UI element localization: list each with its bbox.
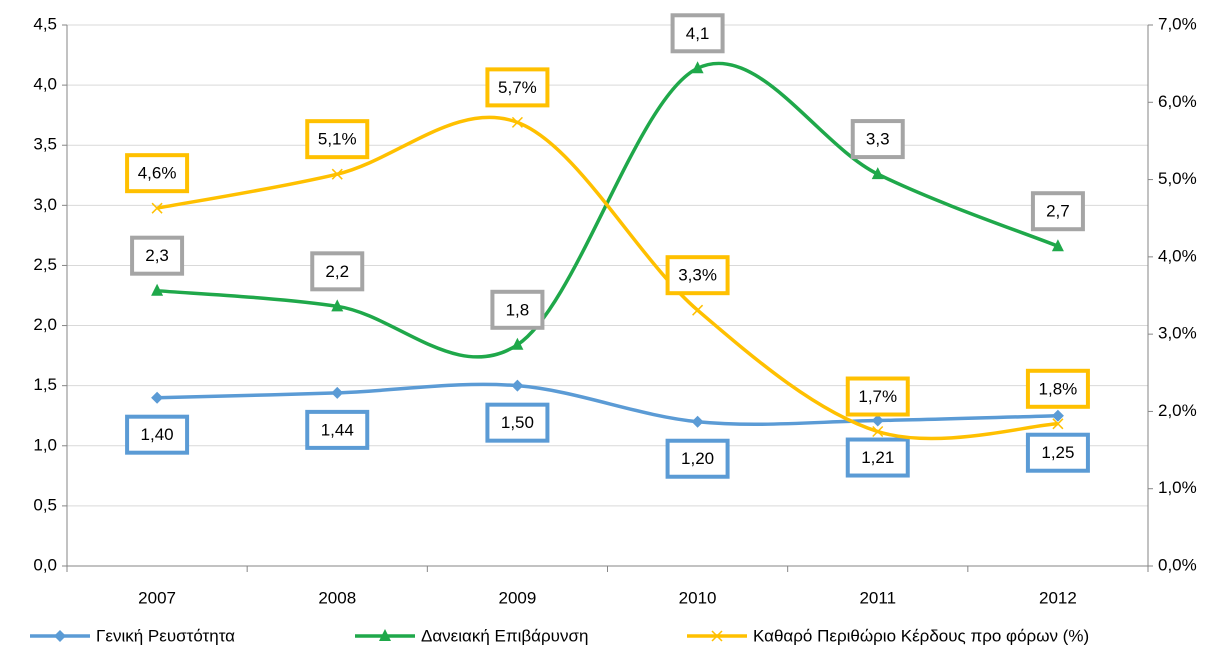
data-label: 1,40 (141, 425, 174, 444)
y2-tick-label: 0,0% (1158, 555, 1197, 574)
data-label: 4,1 (686, 24, 710, 43)
marker (692, 304, 704, 316)
marker (151, 202, 163, 214)
marker (1052, 418, 1064, 430)
data-label: 5,7% (498, 78, 537, 97)
y-tick-label: 0,0 (33, 555, 57, 574)
data-label: 4,6% (138, 164, 177, 183)
marker (691, 415, 704, 428)
data-label: 3,3% (678, 266, 717, 285)
data-label: 2,2 (325, 262, 349, 281)
data-label: 1,25 (1041, 443, 1074, 462)
y-tick-label: 4,0 (33, 75, 57, 94)
marker (1051, 409, 1064, 422)
data-label-box (305, 409, 370, 450)
data-label: 2,7 (1046, 202, 1070, 221)
legend-label: Δανειακή Επιβάρυνση (421, 626, 588, 645)
data-label: 2,3 (145, 246, 169, 265)
x-tick-label: 2008 (318, 588, 356, 607)
marker (511, 379, 524, 392)
series-line (156, 61, 1059, 359)
y-tick-label: 3,5 (33, 135, 57, 154)
data-label-box (1030, 191, 1085, 232)
data-label: 1,8 (506, 300, 530, 319)
marker (331, 299, 344, 312)
marker (54, 630, 66, 642)
marker (511, 337, 524, 350)
y2-tick-label: 2,0% (1158, 401, 1197, 420)
y-tick-label: 0,5 (33, 495, 57, 514)
data-label-box (850, 119, 905, 160)
marker (511, 116, 523, 128)
data-label-box (130, 235, 185, 276)
y2-tick-label: 4,0% (1158, 246, 1197, 265)
data-label: 5,1% (318, 130, 357, 149)
data-label-box (305, 119, 370, 160)
legend-label: Καθαρό Περιθώριο Κέρδους προ φόρων (%) (753, 626, 1089, 645)
x-tick-label: 2012 (1039, 588, 1077, 607)
y2-tick-label: 3,0% (1158, 324, 1197, 343)
marker (331, 168, 343, 180)
y-tick-label: 2,0 (33, 315, 57, 334)
data-label-box (1025, 432, 1090, 473)
y2-tick-label: 5,0% (1158, 169, 1197, 188)
x-tick-label: 2007 (138, 588, 176, 607)
marker (691, 61, 704, 74)
series-line (156, 115, 1058, 441)
y-tick-label: 3,0 (33, 195, 57, 214)
marker (331, 386, 344, 399)
data-label-box (670, 13, 725, 54)
series-line (157, 382, 1058, 426)
data-label: 1,21 (861, 448, 894, 467)
data-label-box (665, 438, 730, 479)
x-tick-label: 2011 (859, 588, 896, 607)
data-label: 1,7% (858, 387, 897, 406)
y2-tick-label: 1,0% (1158, 478, 1197, 497)
data-label-box (310, 251, 365, 292)
legend-label: Γενική Ρευστότητα (96, 626, 235, 645)
marker (872, 425, 884, 438)
data-label: 3,3 (866, 130, 890, 149)
y2-tick-label: 7,0% (1158, 14, 1197, 33)
y-tick-label: 1,5 (33, 375, 57, 394)
data-label: 1,50 (501, 413, 534, 432)
data-label-box (845, 376, 910, 417)
data-label-box (125, 414, 190, 455)
marker (1051, 239, 1064, 252)
marker (151, 283, 164, 296)
data-label-box (485, 67, 550, 108)
data-label-box (485, 402, 550, 443)
x-tick-label: 2010 (679, 588, 717, 607)
data-label-box (125, 153, 190, 194)
marker (711, 630, 723, 642)
data-label: 1,20 (681, 449, 714, 468)
data-label-box (1025, 368, 1090, 409)
x-tick-label: 2009 (499, 588, 537, 607)
y-tick-label: 4,5 (33, 14, 57, 33)
marker (871, 414, 884, 427)
y-tick-label: 1,0 (33, 435, 57, 454)
data-label: 1,44 (321, 420, 354, 439)
marker (871, 167, 884, 180)
data-label-box (665, 255, 730, 296)
marker (151, 391, 164, 404)
data-label: 1,8% (1039, 379, 1078, 398)
y-tick-label: 2,5 (33, 255, 57, 274)
marker (379, 629, 391, 641)
y2-tick-label: 6,0% (1158, 92, 1197, 111)
data-label-box (845, 437, 910, 478)
data-label-box (490, 289, 545, 330)
